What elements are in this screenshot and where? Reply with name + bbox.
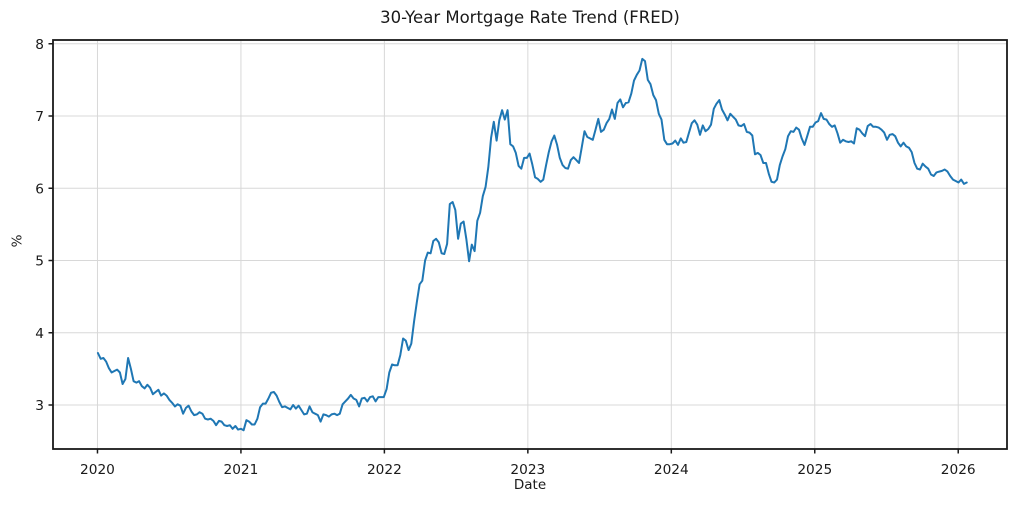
chart-title: 30-Year Mortgage Rate Trend (FRED) <box>380 8 680 27</box>
axes-spines <box>52 39 1008 450</box>
x-tick-label: 2023 <box>510 462 545 478</box>
y-axis-label: % <box>9 234 26 248</box>
y-tick-label: 3 <box>35 398 44 414</box>
x-tick-label: 2022 <box>367 462 402 478</box>
x-tick-label: 2025 <box>797 462 832 478</box>
y-tick-label: 7 <box>35 109 44 125</box>
x-axis-label: Date <box>513 477 547 493</box>
x-tick-label: 2026 <box>941 462 976 478</box>
y-tick-label: 5 <box>35 254 44 270</box>
rate-line-series <box>96 57 968 432</box>
y-tick-label: 4 <box>35 326 44 342</box>
y-tick-label: 8 <box>35 37 44 53</box>
x-tick-label: 2024 <box>654 462 689 478</box>
y-tick-label: 6 <box>35 181 44 197</box>
x-tick-label: 2021 <box>224 462 259 478</box>
x-tick-label: 2020 <box>80 462 115 478</box>
